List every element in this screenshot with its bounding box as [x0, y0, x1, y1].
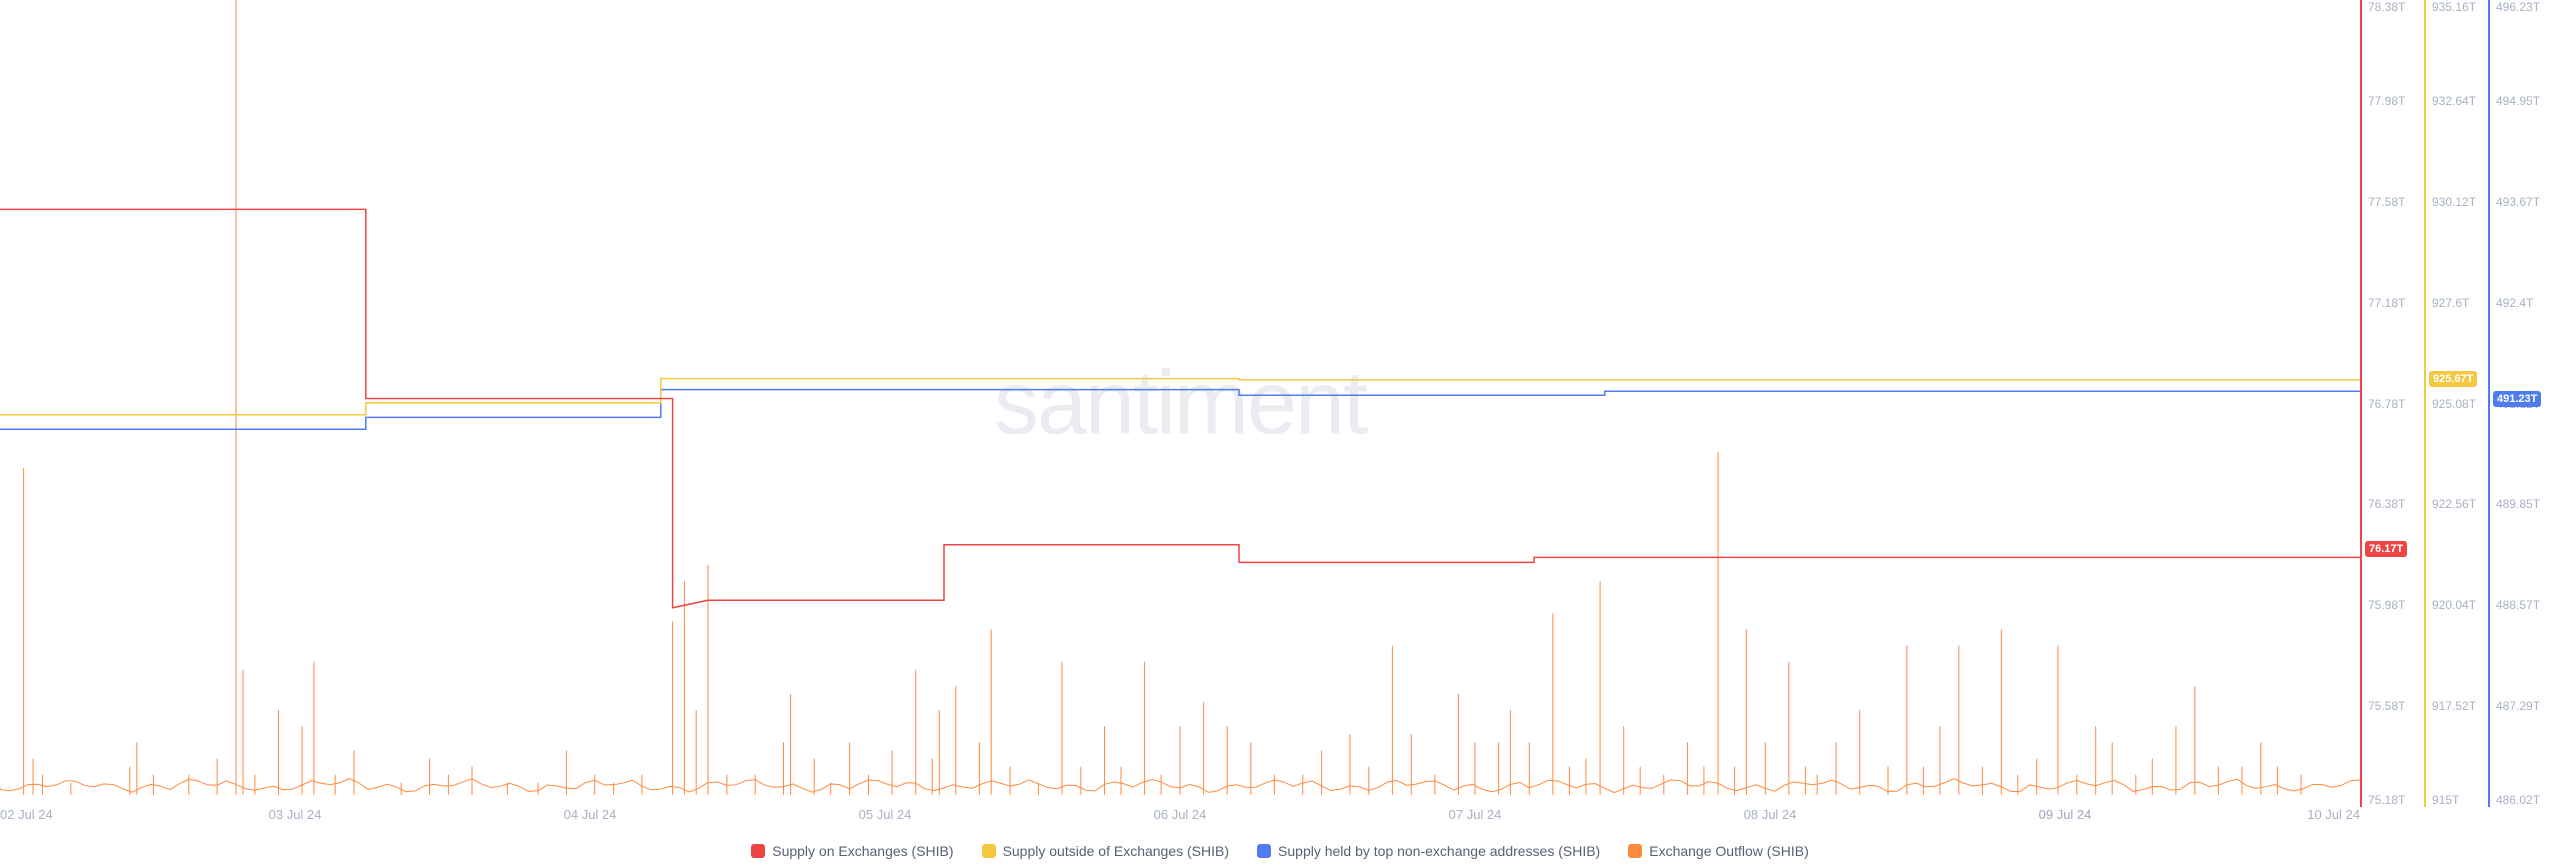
legend-swatch — [1628, 844, 1642, 858]
plot-svg — [0, 0, 2360, 807]
y-tick-label: 77.98T — [2368, 94, 2405, 108]
y-axis-yellow: 935.16T 932.64T 930.12T 927.6T 925.08T 922.56… — [2424, 0, 2488, 807]
legend-item[interactable]: Exchange Outflow (SHIB) — [1628, 843, 1809, 859]
y-tick-label: 930.12T — [2432, 195, 2476, 209]
x-tick-label: 06 Jul 24 — [1154, 807, 1207, 822]
x-tick-label: 07 Jul 24 — [1449, 807, 1502, 822]
y-axis-red: 78.38T 77.98T 77.58T 77.18T 76.78T 76.38T 75.9… — [2360, 0, 2424, 807]
y-tick-label: 76.38T — [2368, 497, 2405, 511]
y-tick-label: 76.78T — [2368, 397, 2405, 411]
y-tick-label: 486.02T — [2496, 793, 2540, 807]
series-exchange-outflow — [0, 0, 2360, 795]
y-tick-label: 77.58T — [2368, 195, 2405, 209]
y-tick-label: 493.67T — [2496, 195, 2540, 209]
y-tick-label: 920.04T — [2432, 598, 2476, 612]
series-supply-outside-exchanges — [0, 379, 2360, 415]
y-axis-blue: 496.23T494.95T493.67T492.4T491.12T489.85… — [2488, 0, 2552, 807]
legend-label: Supply outside of Exchanges (SHIB) — [1003, 843, 1229, 859]
y-tick-label: 932.64T — [2432, 94, 2476, 108]
legend-label: Exchange Outflow (SHIB) — [1649, 843, 1809, 859]
legend-swatch — [1257, 844, 1271, 858]
y-tick-label: 489.85T — [2496, 497, 2540, 511]
legend-swatch — [982, 844, 996, 858]
x-axis: 02 Jul 24 03 Jul 24 04 Jul 24 05 Jul 24 06 J… — [0, 807, 2360, 837]
x-tick-label: 05 Jul 24 — [859, 807, 912, 822]
x-tick-label: 03 Jul 24 — [269, 807, 322, 822]
series-supply-on-exchanges — [0, 209, 2360, 607]
legend-item[interactable]: Supply outside of Exchanges (SHIB) — [982, 843, 1229, 859]
x-tick-label: 04 Jul 24 — [564, 807, 617, 822]
y-tick-label: 75.58T — [2368, 699, 2405, 713]
y-tick-label: 78.38T — [2368, 0, 2405, 14]
chart-legend: Supply on Exchanges (SHIB) Supply outside… — [0, 839, 2560, 863]
legend-swatch — [751, 844, 765, 858]
y-tick-label: 77.18T — [2368, 296, 2405, 310]
y-tick-label: 496.23T — [2496, 0, 2540, 14]
legend-item[interactable]: Supply held by top non-exchange addresse… — [1257, 843, 1600, 859]
y-axis-value-badge: 76.17T — [2365, 541, 2407, 557]
y-axis-value-badge: 491.23T — [2493, 391, 2541, 407]
y-axis-value-badge: 925.67T — [2429, 371, 2477, 387]
x-tick-label: 10 Jul 24 — [2307, 807, 2360, 822]
legend-label: Supply on Exchanges (SHIB) — [772, 843, 953, 859]
y-tick-label: 927.6T — [2432, 296, 2469, 310]
y-tick-label: 487.29T — [2496, 699, 2540, 713]
y-tick-label: 915T — [2432, 793, 2459, 807]
y-tick-label: 922.56T — [2432, 497, 2476, 511]
y-tick-label: 75.98T — [2368, 598, 2405, 612]
legend-label: Supply held by top non-exchange addresse… — [1278, 843, 1600, 859]
x-tick-label: 08 Jul 24 — [1744, 807, 1797, 822]
y-tick-label: 925.08T — [2432, 397, 2476, 411]
y-tick-label: 935.16T — [2432, 0, 2476, 14]
y-axes-panel: 78.38T 77.98T 77.58T 77.18T 76.78T 76.38T 75.9… — [2360, 0, 2560, 807]
y-tick-label: 488.57T — [2496, 598, 2540, 612]
x-tick-label: 09 Jul 24 — [2039, 807, 2092, 822]
series-supply-top-nonexchange — [0, 390, 2360, 430]
y-tick-label: 917.52T — [2432, 699, 2476, 713]
y-tick-label: 494.95T — [2496, 94, 2540, 108]
legend-item[interactable]: Supply on Exchanges (SHIB) — [751, 843, 953, 859]
plot-area: santiment — [0, 0, 2360, 807]
y-tick-label: 492.4T — [2496, 296, 2533, 310]
y-tick-label: 75.18T — [2368, 793, 2405, 807]
x-tick-label: 02 Jul 24 — [0, 807, 53, 822]
chart-container: santiment 02 Jul 24 03 Jul 24 04 Jul 24 05 … — [0, 0, 2560, 867]
